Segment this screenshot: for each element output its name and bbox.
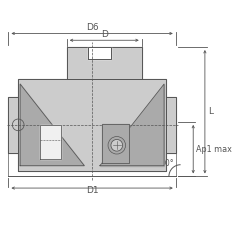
Polygon shape [8, 97, 18, 153]
Polygon shape [102, 124, 129, 163]
Text: 90°: 90° [160, 159, 174, 168]
Polygon shape [18, 79, 166, 171]
Polygon shape [20, 84, 84, 166]
Text: D: D [101, 30, 108, 39]
Polygon shape [67, 47, 142, 79]
Text: L: L [208, 107, 213, 116]
Polygon shape [166, 97, 176, 153]
Polygon shape [40, 125, 61, 159]
Text: Ap1 max: Ap1 max [196, 145, 232, 154]
Circle shape [111, 139, 123, 151]
Text: D6: D6 [86, 23, 98, 31]
Text: D1: D1 [86, 186, 98, 195]
Polygon shape [88, 47, 111, 59]
Polygon shape [100, 84, 164, 166]
